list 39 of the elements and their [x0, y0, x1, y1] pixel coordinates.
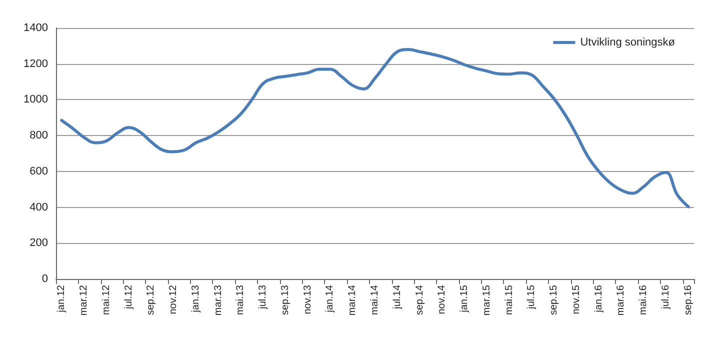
y-tick-label: 1200 — [24, 58, 48, 70]
x-tick-label: jul.14 — [392, 284, 403, 310]
x-tick-label: jul.15 — [526, 284, 538, 310]
x-tick-label: jan.15 — [459, 284, 470, 314]
x-tick-label: jul.13 — [258, 284, 269, 310]
x-tick-label: jul.12 — [123, 284, 134, 310]
x-tick-label: nov.15 — [570, 284, 582, 314]
x-tick-label: jan.12 — [56, 284, 68, 314]
x-tick-label: mar.13 — [212, 284, 224, 316]
x-tick-label: sep.12 — [146, 284, 157, 316]
x-tick-label: jan.14 — [324, 284, 336, 314]
x-tick-label: jul.16 — [660, 284, 672, 310]
x-tick-label: jan.13 — [190, 284, 202, 314]
y-tick-label: 200 — [30, 237, 48, 250]
y-tick-label: 600 — [30, 165, 48, 178]
y-tick-label: 800 — [30, 130, 48, 142]
legend-label: Utvikling soningskø — [580, 36, 676, 48]
x-tick-label: mar.15 — [481, 284, 492, 316]
x-tick-label: mar.16 — [616, 284, 627, 316]
x-tick-label: mai.14 — [370, 284, 380, 316]
x-tick-label: mai.16 — [638, 284, 650, 316]
x-tick-label: sep.16 — [682, 284, 694, 316]
y-tick-label: 0 — [42, 273, 48, 285]
x-tick-label: mai.15 — [504, 284, 515, 316]
y-tick-label: 1000 — [24, 94, 48, 106]
y-tick-label: 400 — [30, 201, 48, 214]
x-tick-label: mar.12 — [78, 284, 90, 316]
x-tick-label: mai.13 — [235, 284, 246, 316]
y-tick-label: 1400 — [24, 22, 48, 34]
x-tick-label: jan.16 — [593, 284, 604, 314]
x-tick-label: sep.13 — [280, 284, 291, 316]
x-tick-label: mar.14 — [347, 284, 358, 316]
x-tick-label: sep.15 — [548, 284, 560, 316]
x-tick-label: mai.12 — [100, 284, 112, 316]
line-series — [60, 48, 690, 208]
x-tick-label: nov.14 — [436, 284, 448, 314]
x-tick-label: nov.13 — [302, 284, 314, 314]
x-tick-label: sep.14 — [414, 284, 426, 316]
x-tick-label: nov.12 — [168, 284, 180, 314]
